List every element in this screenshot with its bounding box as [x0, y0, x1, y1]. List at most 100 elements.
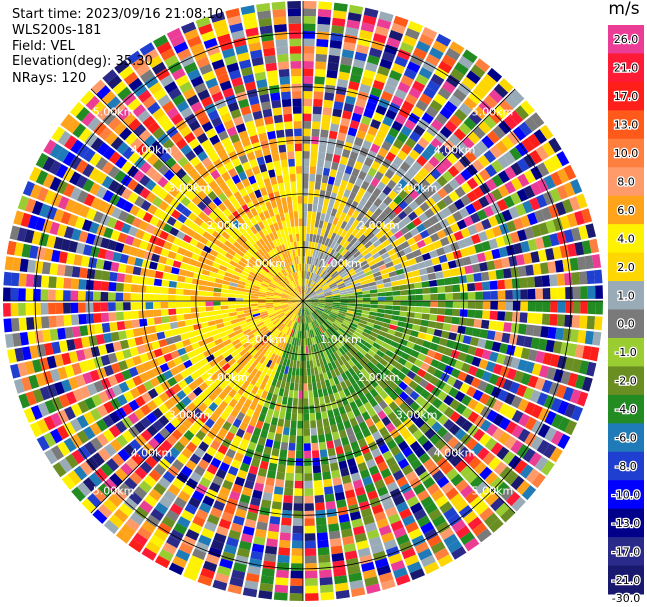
- radar-gate: [238, 59, 252, 70]
- radar-gate: [297, 248, 301, 257]
- radar-gate: [375, 316, 384, 322]
- radar-gate: [474, 347, 485, 358]
- radar-gate: [344, 361, 352, 370]
- radar-gate: [241, 325, 250, 332]
- radar-gate: [75, 106, 90, 122]
- radar-gate: [345, 95, 356, 105]
- radar-gate: [436, 199, 447, 211]
- radar-gate: [188, 424, 200, 436]
- radar-gate: [380, 268, 389, 275]
- radar-gate: [261, 280, 270, 286]
- radar-gate: [444, 100, 458, 114]
- radar-gate: [316, 307, 323, 313]
- radar-gate: [383, 256, 392, 264]
- radar-gate: [124, 477, 138, 491]
- radar-gate: [282, 326, 288, 334]
- radar-gate: [166, 27, 183, 41]
- radar-gate: [305, 308, 308, 316]
- radar-gate: [221, 438, 232, 448]
- radar-gate: [355, 340, 364, 348]
- radar-gate: [202, 185, 213, 196]
- radar-gate: [308, 305, 316, 311]
- radar-gate: [533, 129, 548, 144]
- radar-gate: [195, 483, 208, 495]
- radar-gate: [252, 110, 263, 120]
- radar-gate: [195, 430, 206, 441]
- radar-gate: [543, 175, 556, 190]
- radar-gate: [124, 274, 133, 283]
- radar-gate: [391, 173, 402, 184]
- radar-gate: [299, 286, 302, 294]
- radar-gate: [303, 181, 309, 189]
- radar-gate: [242, 161, 251, 171]
- radar-gate: [295, 158, 302, 167]
- radar-gate: [406, 237, 417, 246]
- radar-gate: [91, 101, 106, 116]
- radar-gate: [308, 272, 313, 280]
- radar-gate: [111, 384, 123, 397]
- radar-gate: [403, 246, 413, 255]
- radar-gate: [335, 86, 347, 96]
- radar-gate: [181, 447, 193, 459]
- radar-gate: [309, 292, 316, 298]
- radar-gate: [192, 407, 203, 418]
- radar-gate: [317, 317, 324, 325]
- radar-gate: [171, 267, 180, 275]
- radar-gate: [170, 350, 180, 359]
- radar-gate: [203, 331, 212, 339]
- radar-gate: [377, 308, 385, 314]
- radar-gate: [309, 304, 317, 309]
- radar-gate: [149, 235, 159, 245]
- radar-gate: [212, 262, 221, 269]
- radar-gate: [89, 152, 102, 167]
- radar-gate: [229, 424, 239, 435]
- radar-gate: [569, 196, 581, 211]
- radar-gate: [542, 141, 556, 157]
- radar-gate: [519, 277, 528, 288]
- radar-gate: [163, 370, 174, 380]
- radar-gate: [123, 71, 139, 86]
- radar-gate: [250, 434, 259, 444]
- radar-gate: [542, 301, 551, 313]
- radar-gate: [300, 278, 303, 287]
- radar-gate: [296, 307, 300, 315]
- radar-gate: [321, 341, 327, 349]
- radar-gate: [114, 468, 128, 482]
- radar-gate: [585, 223, 596, 239]
- radar-gate: [292, 272, 296, 280]
- radar-gate: [343, 482, 354, 492]
- radar-gate: [249, 216, 258, 226]
- radar-gate: [383, 83, 396, 95]
- radar-gate: [490, 497, 505, 512]
- radar-gate: [294, 279, 299, 287]
- radar-gate: [276, 273, 283, 280]
- radar-gate: [321, 236, 327, 245]
- radar-gate: [192, 318, 201, 325]
- radar-gate: [397, 81, 411, 94]
- radar-gate: [307, 264, 311, 272]
- radar-gate: [451, 316, 460, 325]
- radar-gate: [355, 362, 364, 371]
- radar-gate: [243, 289, 252, 293]
- radar-gate: [173, 441, 185, 453]
- radar-gate: [332, 477, 342, 486]
- radar-gate: [142, 361, 153, 372]
- radar-gate: [281, 396, 288, 405]
- radar-gate: [107, 75, 122, 90]
- color-bar-segment: [608, 195, 644, 225]
- radar-gate: [181, 418, 193, 430]
- radar-gate: [580, 301, 588, 314]
- radar-gate: [368, 369, 378, 379]
- radar-gate: [25, 274, 35, 287]
- radar-gate: [352, 407, 361, 418]
- radar-gate: [549, 314, 558, 326]
- radar-gate: [222, 421, 232, 431]
- radar-gate: [361, 76, 374, 87]
- radar-gate: [258, 345, 266, 354]
- radar-gate: [265, 62, 277, 72]
- radar-gate: [363, 7, 379, 18]
- radar-gate: [102, 111, 116, 126]
- radar-gate: [297, 196, 303, 204]
- radar-gate: [450, 473, 464, 487]
- radar-gate: [347, 305, 356, 309]
